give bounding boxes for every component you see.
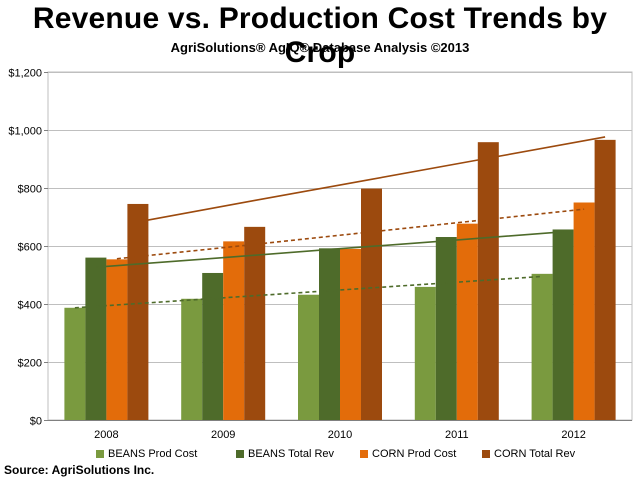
bar: [319, 248, 340, 420]
bar: [594, 139, 616, 421]
bar: [573, 202, 595, 420]
legend-label: BEANS Prod Cost: [108, 448, 198, 460]
bar: [361, 188, 382, 420]
legend-item: BEANS Total Rev: [236, 448, 334, 460]
source-note: Source: AgriSolutions Inc.: [4, 463, 155, 477]
bar: [456, 223, 478, 420]
chart-title: Revenue vs. Production Cost Trends by Cr…: [32, 2, 608, 69]
legend-swatch: [482, 450, 490, 458]
y-tick-label: $600: [18, 242, 42, 254]
y-tick-label: $200: [18, 358, 42, 370]
bar: [223, 241, 245, 420]
legend-item: BEANS Prod Cost: [96, 448, 197, 460]
bar: [244, 226, 266, 420]
y-tick-label: $1,000: [8, 126, 42, 138]
y-tick-label: $0: [30, 416, 42, 428]
x-tick-label: 2009: [211, 429, 235, 441]
legend-swatch: [236, 450, 244, 458]
x-tick-label: 2012: [561, 429, 585, 441]
trendline: [137, 136, 606, 223]
chart-subtitle: AgriSolutions® AgIQ® Database Analysis ©…: [170, 40, 470, 55]
trendline: [95, 230, 564, 268]
x-tick-label: 2008: [94, 429, 118, 441]
bar: [531, 273, 553, 420]
legend-swatch: [360, 450, 368, 458]
legend-item: CORN Total Rev: [482, 448, 575, 460]
bar: [435, 237, 457, 420]
legend-swatch: [96, 450, 104, 458]
x-tick-label: 2011: [445, 429, 469, 441]
legend-item: CORN Prod Cost: [360, 448, 456, 460]
bar: [340, 248, 361, 420]
bar: [477, 142, 499, 420]
x-tick-label: 2010: [328, 429, 352, 441]
y-tick-label: $1,200: [8, 68, 42, 80]
bar: [106, 259, 128, 420]
bar: [552, 229, 574, 420]
bar: [298, 294, 319, 420]
bar: [64, 307, 86, 420]
legend-label: BEANS Total Rev: [248, 448, 335, 460]
trendline: [116, 208, 585, 260]
legend-label: CORN Total Rev: [494, 448, 576, 460]
y-tick-label: $400: [18, 300, 42, 312]
bar: [85, 257, 107, 420]
y-tick-label: $800: [18, 184, 42, 196]
bar: [181, 298, 203, 420]
bar: [202, 272, 224, 420]
bar: [414, 286, 436, 420]
bar: [127, 203, 149, 420]
legend-label: CORN Prod Cost: [372, 448, 457, 460]
trendline: [74, 275, 543, 309]
